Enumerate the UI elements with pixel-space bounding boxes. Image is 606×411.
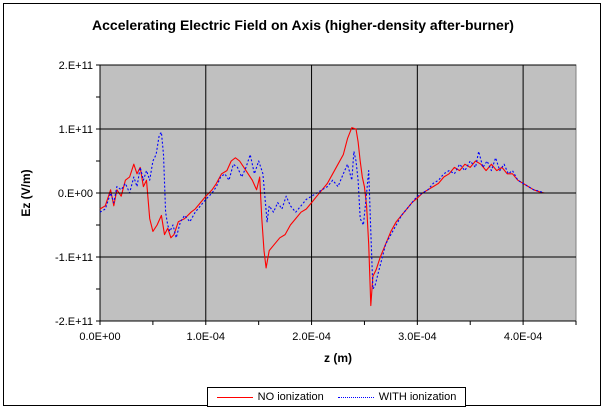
x-tick-label: 2.0E-04 [292, 331, 331, 343]
y-axis-title: Ez (V/m) [19, 169, 33, 216]
legend-label-no-ionization: NO ionization [257, 391, 324, 403]
chart-title: Accelerating Electric Field on Axis (hig… [92, 17, 514, 33]
legend: NO ionization WITH ionization [207, 387, 466, 407]
legend-item-no-ionization: NO ionization [216, 391, 324, 403]
y-tick-label: -1.E+11 [55, 252, 93, 264]
x-tick-label: 1.0E-04 [187, 331, 226, 343]
x-tick-label: 3.0E-04 [398, 331, 437, 343]
series-line-with-ionization [99, 131, 576, 290]
legend-label-with-ionization: WITH ionization [378, 391, 457, 403]
y-tick-label: 0.E+00 [58, 188, 93, 200]
y-tick-label: -2.E+11 [55, 316, 93, 328]
y-tick-labels: -2.E+11 -1.E+11 0.E+00 1.E+11 2.E+11 [55, 60, 93, 328]
series-layer [99, 127, 576, 307]
x-axis-title: z (m) [324, 351, 352, 365]
x-tick-labels: 0.0E+00 1.0E-04 2.0E-04 3.0E-04 4.0E-04 [79, 331, 542, 343]
y-tick-label: 2.E+11 [59, 60, 93, 72]
legend-item-with-ionization: WITH ionization [337, 391, 457, 403]
x-tick-label: 0.0E+00 [79, 331, 120, 343]
minor-ticks [96, 64, 577, 325]
legend-swatch-no-ionization [216, 396, 253, 398]
y-tick-label: 1.E+11 [59, 124, 93, 136]
series-line-no-ionization [99, 127, 576, 307]
legend-swatch-with-ionization [337, 396, 374, 398]
x-tick-label: 4.0E-04 [504, 331, 543, 343]
